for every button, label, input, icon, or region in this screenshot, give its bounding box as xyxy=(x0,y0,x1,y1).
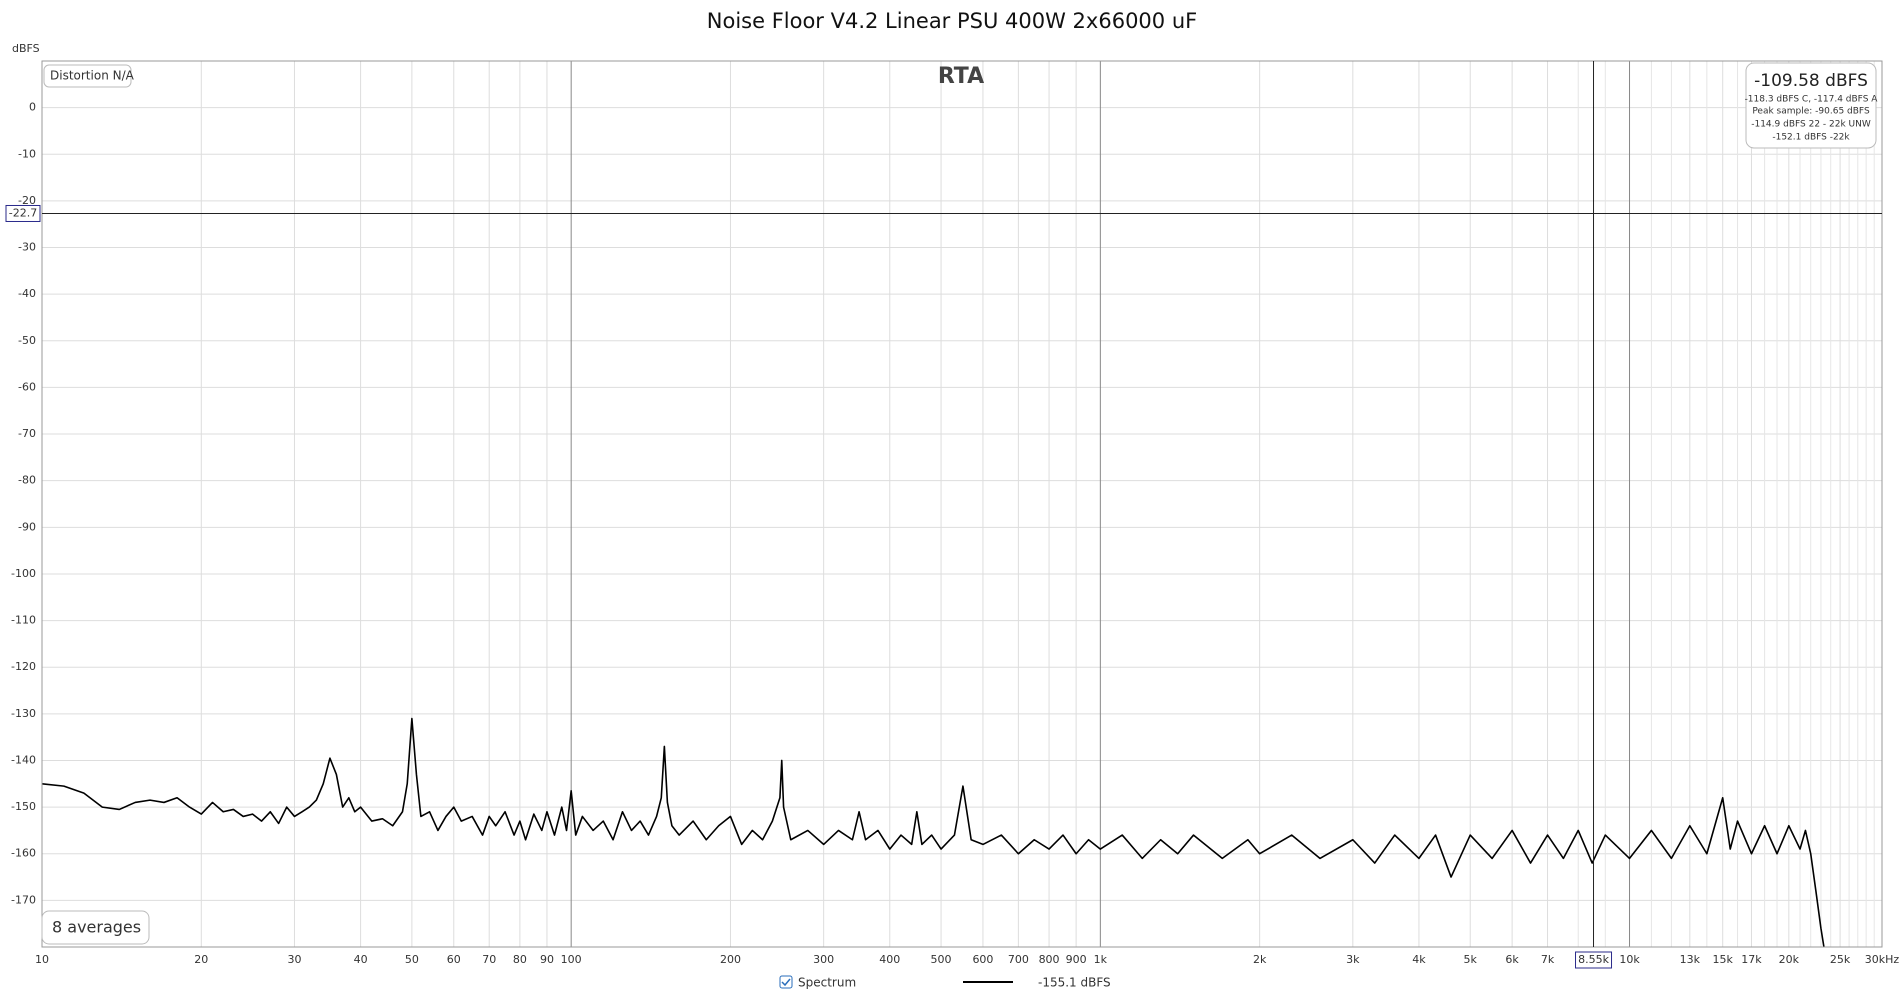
x-tick-label: 300 xyxy=(813,953,834,966)
x-tick-label: 2k xyxy=(1253,953,1267,966)
x-tick-label: 17k xyxy=(1741,953,1762,966)
weighted-text: -118.3 dBFS C, -117.4 dBFS A xyxy=(1745,95,1879,105)
y-axis-label: dBFS xyxy=(12,42,40,55)
x-tick-label: 3k xyxy=(1346,953,1360,966)
x-tick-label: 5k xyxy=(1464,953,1478,966)
x-tick-label: 600 xyxy=(972,953,993,966)
x-tick-label: 200 xyxy=(720,953,741,966)
distortion-text: Distortion N/A xyxy=(50,69,135,83)
x-tick-label: 900 xyxy=(1066,953,1087,966)
band-text: -152.1 dBFS -22k xyxy=(1772,133,1850,143)
x-tick-label: 80 xyxy=(513,953,527,966)
x-tick-label: 30kHz xyxy=(1865,953,1900,966)
averages-box xyxy=(41,910,150,945)
x-tick-label: 100 xyxy=(561,953,582,966)
x-tick-label: 50 xyxy=(405,953,419,966)
x-tick-label: 30 xyxy=(287,953,301,966)
distortion-box xyxy=(43,64,132,88)
x-tick-label: 4k xyxy=(1412,953,1426,966)
peak-text: Peak sample: -90.65 dBFS xyxy=(1752,107,1870,117)
cursor-y-box xyxy=(5,204,41,222)
cursor-x-box xyxy=(1575,951,1613,969)
x-tick-label: 60 xyxy=(447,953,461,966)
y-tick-label: -20 xyxy=(18,194,36,207)
x-tick-label: 90 xyxy=(540,953,554,966)
plot xyxy=(41,717,1825,948)
y-tick-label: -40 xyxy=(18,287,36,300)
y-tick-label: -170 xyxy=(11,893,36,906)
averages-text: 8 averages xyxy=(52,918,141,937)
y-tick-label: -120 xyxy=(11,660,36,673)
x-tick-label: 6k xyxy=(1505,953,1519,966)
x-tick-label: 13k xyxy=(1680,953,1701,966)
y-tick-label: -50 xyxy=(18,334,36,347)
y-tick-label: -90 xyxy=(18,520,36,533)
y-tick-label: -10 xyxy=(18,147,36,160)
y-tick-label: -140 xyxy=(11,753,36,766)
y-tick-label: -130 xyxy=(11,707,36,720)
level-text: -109.58 dBFS xyxy=(1754,71,1868,91)
chart-title: Noise Floor V4.2 Linear PSU 400W 2x66000… xyxy=(707,9,1197,33)
y-tick-label: -60 xyxy=(18,380,36,393)
x-tick-label: 800 xyxy=(1039,953,1060,966)
x-tick-label: 7k xyxy=(1541,953,1555,966)
legend-checkbox[interactable] xyxy=(779,975,793,989)
x-tick-label: 10k xyxy=(1619,953,1640,966)
x-tick-label: 40 xyxy=(354,953,368,966)
plot-frame xyxy=(41,60,1883,948)
legend: Spectrum -155.1 dBFS xyxy=(779,975,1111,990)
rta-label: RTA xyxy=(938,64,984,89)
unweighted-text: -114.9 dBFS 22 - 22k UNW xyxy=(1751,120,1871,130)
y-tick-label: -30 xyxy=(18,241,36,254)
x-tick-label: 10 xyxy=(35,953,49,966)
x-tick-label: 700 xyxy=(1008,953,1029,966)
x-tick-label: 70 xyxy=(482,953,496,966)
y-tick-label: -80 xyxy=(18,474,36,487)
cursor-x-label: 8.55k xyxy=(1578,953,1609,966)
x-tick-label: 1k xyxy=(1094,953,1108,966)
legend-value: -155.1 dBFS xyxy=(1038,976,1111,990)
series-line xyxy=(41,717,1825,948)
x-tick-label: 500 xyxy=(931,953,952,966)
grid xyxy=(41,61,1883,947)
y-tick-label: -150 xyxy=(11,800,36,813)
x-tick-label: 20k xyxy=(1779,953,1800,966)
legend-label[interactable]: Spectrum xyxy=(798,976,856,990)
x-tick-label: 20 xyxy=(194,953,208,966)
x-tick-label: 400 xyxy=(879,953,900,966)
level-box xyxy=(1745,62,1877,149)
check-mark xyxy=(781,978,791,987)
cursor-y-label: -22.7 xyxy=(9,206,37,219)
y-tick-label: -110 xyxy=(11,614,36,627)
x-tick-label: 25k xyxy=(1830,953,1851,966)
y-tick-label: -160 xyxy=(11,847,36,860)
y-tick-label: -100 xyxy=(11,567,36,580)
y-tick-label: -70 xyxy=(18,427,36,440)
x-tick-label: 15k xyxy=(1713,953,1734,966)
y-tick-label: 0 xyxy=(29,101,36,114)
